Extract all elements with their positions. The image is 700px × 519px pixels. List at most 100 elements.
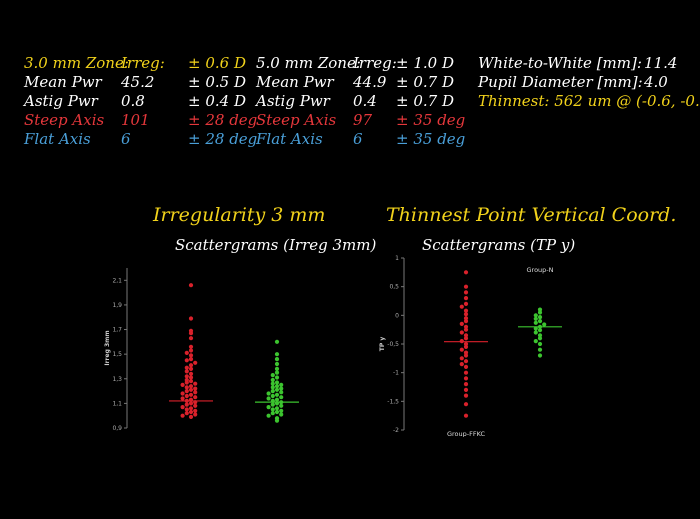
zone3-value: 45.2 <box>121 73 155 91</box>
data-point <box>180 396 185 401</box>
zone3-sd: ± 0.5 D <box>188 73 246 91</box>
data-point <box>537 333 543 338</box>
data-point <box>463 316 469 321</box>
data-point <box>533 320 538 325</box>
data-point <box>279 386 284 391</box>
group-label-n: Group-N <box>527 266 554 274</box>
data-point <box>188 392 194 397</box>
data-point <box>270 407 275 412</box>
data-point <box>274 370 280 375</box>
y-tick-label: 2,1 <box>112 277 122 284</box>
zone3-label: Mean Pwr <box>24 73 102 91</box>
zone5-value: 44.9 <box>353 73 387 91</box>
data-point <box>193 390 198 395</box>
data-point <box>188 316 194 321</box>
zone3-value: 101 <box>121 111 150 129</box>
zone5-sd: ± 0.7 D <box>396 92 454 110</box>
data-point <box>463 376 469 381</box>
data-point <box>188 348 194 353</box>
chart-irregularity: 0,9 1,1 1,3 1,5 1,7 1,9 2,1 Irreg 3mm <box>104 268 299 432</box>
data-point <box>193 395 198 400</box>
data-point <box>279 395 284 400</box>
y-tick-label: -0,5 <box>387 341 399 348</box>
data-point <box>463 344 469 349</box>
y-tick-label: -1,5 <box>387 398 399 405</box>
extra-label: Thinnest: 562 um @ (-0.6, -0.0) <box>478 92 700 110</box>
data-point <box>463 387 469 392</box>
zone5-label: Steep Axis <box>256 111 337 129</box>
data-point <box>463 312 469 317</box>
data-point <box>184 385 189 390</box>
zone5-label: Astig Pwr <box>256 92 330 110</box>
data-point <box>463 370 469 375</box>
data-point <box>270 385 275 390</box>
data-point <box>274 375 280 380</box>
zone5-label: Flat Axis <box>256 130 323 148</box>
data-point <box>270 393 275 399</box>
data-point <box>537 353 543 358</box>
y-tick-label: 1,3 <box>112 376 122 383</box>
data-point <box>463 359 469 364</box>
zone5-sd: ± 35 deg <box>396 130 466 148</box>
data-point <box>463 327 469 332</box>
data-point <box>459 347 464 352</box>
y-tick-label: 1,1 <box>112 400 122 407</box>
data-point <box>463 301 469 306</box>
extra-value: 4.0 <box>644 73 668 91</box>
data-point <box>188 363 194 368</box>
data-point <box>463 364 469 369</box>
zone3-sd: ± 0.4 D <box>188 92 246 110</box>
zone3-sd: ± 0.6 D <box>188 54 246 72</box>
data-point <box>537 315 543 320</box>
chart-thinnest-subtitle: Scattergrams (TP y) <box>422 236 576 254</box>
data-point <box>274 409 280 415</box>
data-point <box>180 413 185 418</box>
data-point <box>266 391 271 396</box>
data-point <box>274 406 280 411</box>
data-point <box>463 284 469 289</box>
zone3-label: 3.0 mm Zone: <box>24 54 129 72</box>
data-point <box>193 381 198 386</box>
extra-label: White-to-White [mm]: <box>478 54 642 72</box>
zone5-value: Irreg: <box>353 54 397 72</box>
y-tick-label: -1 <box>393 370 399 377</box>
data-point <box>463 413 469 418</box>
data-point <box>459 362 464 367</box>
data-point <box>184 374 189 379</box>
data-point <box>274 392 280 397</box>
data-point <box>537 319 543 324</box>
data-point <box>270 381 275 386</box>
y-axis-label: TP y <box>379 337 386 352</box>
y-tick-label: 0,5 <box>389 284 399 291</box>
data-point <box>193 360 198 365</box>
data-point <box>274 357 280 362</box>
data-point <box>459 356 464 361</box>
data-point <box>180 382 185 387</box>
data-point <box>279 390 284 395</box>
data-point <box>184 358 189 363</box>
y-tick-label: 1,7 <box>112 327 122 334</box>
data-point <box>537 310 543 315</box>
extra-value: 11.4 <box>644 54 678 72</box>
data-point <box>274 418 280 423</box>
data-point <box>279 408 284 413</box>
data-point <box>463 402 469 407</box>
zone5-value: 97 <box>353 111 373 129</box>
data-point <box>463 270 469 275</box>
data-point <box>270 389 275 394</box>
data-point <box>184 350 189 355</box>
data-point <box>274 339 280 344</box>
data-point <box>459 321 464 326</box>
zone5-sd: ± 0.7 D <box>396 73 454 91</box>
zone5-value: 0.4 <box>353 92 377 110</box>
zone5-label: Mean Pwr <box>256 73 334 91</box>
data-point <box>180 391 185 396</box>
data-point <box>537 307 543 312</box>
data-point <box>463 350 469 355</box>
data-point <box>188 375 194 380</box>
data-point <box>193 403 198 408</box>
data-point <box>270 373 275 378</box>
zone5-sd: ± 1.0 D <box>396 54 454 72</box>
data-point <box>463 324 469 329</box>
data-point <box>188 409 194 415</box>
